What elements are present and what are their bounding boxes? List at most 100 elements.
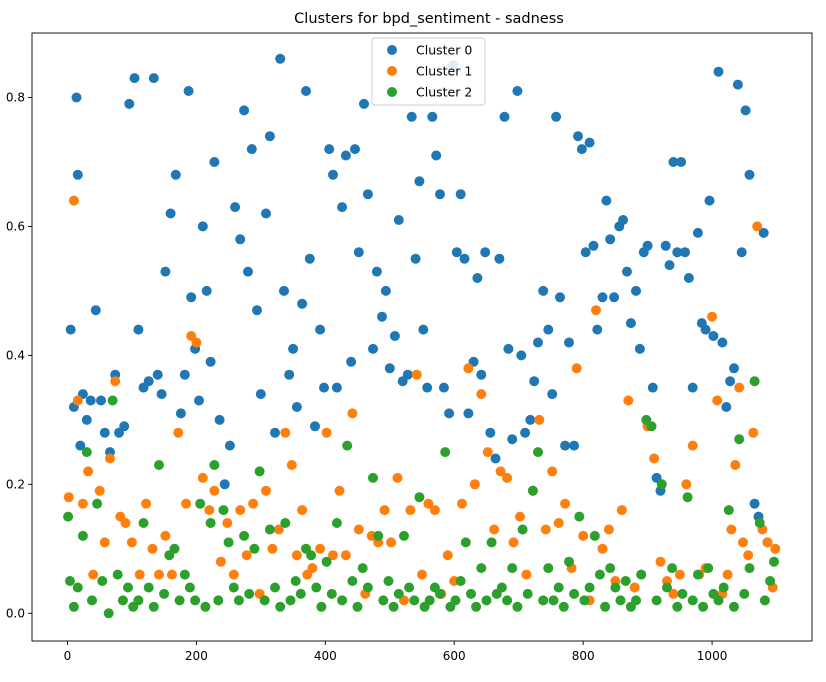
data-point — [85, 395, 96, 406]
data-point — [371, 266, 382, 277]
data-point — [712, 395, 723, 406]
data-point — [388, 601, 399, 612]
series-cluster-1 — [63, 195, 781, 606]
data-point — [295, 588, 306, 599]
data-point — [148, 601, 159, 612]
data-point — [558, 601, 569, 612]
data-point — [154, 460, 164, 470]
data-point — [197, 221, 208, 232]
data-point — [435, 588, 445, 599]
data-point — [342, 440, 353, 451]
data-point — [770, 543, 781, 554]
data-point — [576, 144, 587, 155]
data-point — [634, 343, 645, 354]
data-point — [521, 569, 532, 580]
data-point — [553, 582, 564, 593]
data-point — [423, 498, 434, 509]
data-point — [138, 518, 149, 528]
data-point — [457, 498, 467, 509]
data-point — [494, 253, 505, 264]
data-point — [353, 524, 364, 535]
data-point — [297, 505, 308, 516]
y-tick-label: 0.2 — [6, 477, 25, 491]
data-point — [337, 595, 348, 606]
data-point — [214, 414, 225, 425]
data-point — [631, 595, 641, 606]
data-point — [315, 543, 326, 554]
data-point — [68, 195, 79, 206]
data-point — [574, 511, 585, 522]
data-point — [244, 588, 255, 599]
data-point — [160, 530, 171, 541]
data-point — [424, 595, 435, 606]
data-point — [261, 208, 271, 219]
data-point — [291, 550, 302, 561]
data-point — [729, 363, 739, 374]
data-point — [270, 427, 280, 438]
data-point — [752, 221, 763, 232]
data-point — [404, 582, 415, 593]
data-point — [90, 305, 101, 316]
data-point — [126, 537, 137, 548]
data-point — [249, 543, 260, 554]
data-point — [476, 563, 487, 574]
data-point — [579, 595, 590, 606]
data-point — [248, 498, 259, 509]
data-point — [734, 382, 745, 393]
data-point — [739, 588, 750, 599]
data-point — [194, 395, 204, 406]
data-point — [482, 447, 493, 458]
data-point — [222, 518, 233, 528]
data-point — [529, 376, 540, 387]
data-point — [301, 86, 311, 96]
data-point — [275, 53, 286, 64]
data-point — [480, 247, 491, 258]
data-point — [321, 427, 332, 438]
data-point — [209, 485, 220, 496]
data-point — [476, 369, 487, 380]
data-point — [380, 285, 391, 296]
data-point — [533, 337, 543, 348]
data-point — [765, 576, 776, 586]
data-point — [399, 530, 409, 541]
data-point — [569, 588, 580, 599]
data-point — [740, 105, 751, 116]
data-point — [646, 421, 657, 432]
x-tick-label: 400 — [314, 649, 337, 663]
data-point — [431, 150, 442, 161]
data-point — [179, 369, 190, 380]
data-point — [427, 111, 438, 122]
data-point — [326, 588, 337, 599]
data-point — [655, 556, 666, 567]
data-point — [205, 356, 216, 367]
data-point — [352, 601, 363, 612]
data-point — [603, 524, 614, 535]
data-point — [729, 601, 739, 612]
data-point — [393, 588, 404, 599]
data-point — [668, 588, 679, 599]
data-point — [718, 582, 729, 593]
data-point — [331, 518, 342, 528]
data-point — [143, 376, 154, 387]
data-point — [749, 376, 760, 387]
data-point — [547, 389, 558, 400]
data-point — [280, 427, 291, 438]
data-point — [444, 408, 455, 419]
data-point — [315, 324, 326, 335]
data-point — [591, 305, 601, 316]
data-point — [378, 595, 389, 606]
data-point — [181, 498, 192, 509]
data-point — [209, 157, 220, 167]
data-point — [112, 569, 123, 580]
y-tick-label: 0.4 — [6, 348, 25, 362]
data-point — [486, 537, 497, 548]
data-point — [512, 86, 523, 96]
points-layer — [63, 53, 781, 619]
data-point — [393, 215, 404, 225]
data-point — [235, 234, 246, 245]
data-point — [769, 556, 779, 567]
data-point — [516, 350, 527, 361]
data-point — [455, 576, 466, 586]
data-point — [450, 595, 461, 606]
data-point — [233, 595, 244, 606]
